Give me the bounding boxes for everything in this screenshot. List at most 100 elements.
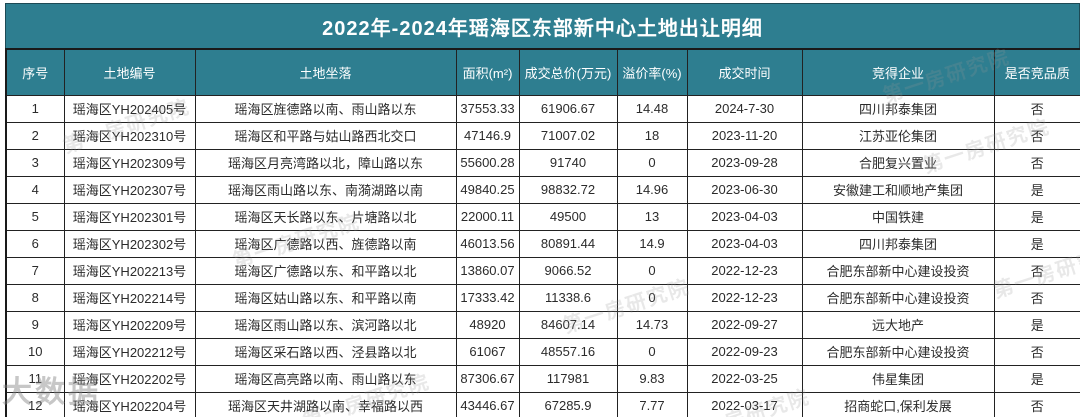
table-cell: 否 xyxy=(993,121,1080,150)
table-cell: 2023-09-28 xyxy=(686,148,803,177)
table-row: 6 瑶海区YH202302号 瑶海区广德路以西、旌德路以南 46013.56 80891… xyxy=(5,229,1080,258)
table-cell: 2023-04-03 xyxy=(686,229,803,258)
table-cell: 瑶海区广德路以西、旌德路以南 xyxy=(194,229,457,258)
table-cell: 江苏亚伦集团 xyxy=(801,121,995,150)
table-cell: 四川邦泰集团 xyxy=(801,94,995,123)
table-cell: 0 xyxy=(616,256,688,285)
table-cell: 84607.14 xyxy=(518,310,618,339)
table-cell: 瑶海区高亮路以南、雨山路以东 xyxy=(194,364,457,393)
table-cell: 4 xyxy=(5,175,65,204)
table-row: 8 瑶海区YH202214号 瑶海区姑山路以东、和平路以南 17333.42 11338… xyxy=(5,283,1080,312)
table-cell: 98832.72 xyxy=(518,175,618,204)
table-cell: 瑶海区姑山路以东、和平路以南 xyxy=(194,283,457,312)
table-cell: 瑶海区雨山路以东、南漪湖路以南 xyxy=(194,175,457,204)
table-cell: 否 xyxy=(993,283,1080,312)
table-row: 10 瑶海区YH202212号 瑶海区采石路以西、泾县路以北 61067 48557.1… xyxy=(5,337,1080,366)
table-row: 12 瑶海区YH202204号 瑶海区天井湖路以南、幸福路以西 43446.67 672… xyxy=(5,391,1080,417)
table-cell: 12 xyxy=(5,391,65,417)
table-cell: 瑶海区YH202405号 xyxy=(63,94,196,123)
land-sale-table: 序号 土地编号 土地坐落 面积(m²) 成交总价(万元) 溢价率(%) 成交时间… xyxy=(5,48,1080,417)
column-header-area: 面积(m²) xyxy=(455,48,520,96)
table-cell: 87306.67 xyxy=(455,364,520,393)
table-cell: 瑶海区YH202302号 xyxy=(63,229,196,258)
table-cell: 瑶海区YH202209号 xyxy=(63,310,196,339)
table-cell: 47146.9 xyxy=(455,121,520,150)
table-cell: 是 xyxy=(993,310,1080,339)
table-cell: 2022-09-27 xyxy=(686,310,803,339)
table-cell: 2022-09-23 xyxy=(686,337,803,366)
table-cell: 13860.07 xyxy=(455,256,520,285)
column-header-winner: 竞得企业 xyxy=(801,48,995,96)
table-row: 3 瑶海区YH202309号 瑶海区月亮湾路以北，障山路以东 55600.28 9174… xyxy=(5,148,1080,177)
table-cell: 6 xyxy=(5,229,65,258)
table-cell: 7.77 xyxy=(616,391,688,417)
table-cell: 46013.56 xyxy=(455,229,520,258)
table-cell: 9.83 xyxy=(616,364,688,393)
table-cell: 5 xyxy=(5,202,65,231)
table-cell: 11338.6 xyxy=(518,283,618,312)
table-row: 9 瑶海区YH202209号 瑶海区雨山路以东、滨河路以北 48920 84607.14… xyxy=(5,310,1080,339)
table-cell: 2 xyxy=(5,121,65,150)
table-cell: 9066.52 xyxy=(518,256,618,285)
table-cell: 瑶海区YH202212号 xyxy=(63,337,196,366)
table-cell: 14.9 xyxy=(616,229,688,258)
table-cell: 71007.02 xyxy=(518,121,618,150)
table-cell: 13 xyxy=(616,202,688,231)
table-cell: 37553.33 xyxy=(455,94,520,123)
table-cell: 瑶海区雨山路以东、滨河路以北 xyxy=(194,310,457,339)
table-cell: 0 xyxy=(616,148,688,177)
table-cell: 2023-04-03 xyxy=(686,202,803,231)
table-cell: 61067 xyxy=(455,337,520,366)
table-cell: 2024-7-30 xyxy=(686,94,803,123)
table-cell: 2022-12-23 xyxy=(686,256,803,285)
table-cell: 7 xyxy=(5,256,65,285)
column-header-premium-rate: 溢价率(%) xyxy=(616,48,688,96)
table-cell: 9 xyxy=(5,310,65,339)
table-cell: 43446.67 xyxy=(455,391,520,417)
table-cell: 是 xyxy=(993,175,1080,204)
table-cell: 14.48 xyxy=(616,94,688,123)
table-cell: 远大地产 xyxy=(801,310,995,339)
table-cell: 瑶海区YH202214号 xyxy=(63,283,196,312)
table-cell: 瑶海区和平路与姑山路西北交口 xyxy=(194,121,457,150)
table-cell: 招商蛇口,保利发展 xyxy=(801,391,995,417)
table-cell: 合肥东部新中心建设投资 xyxy=(801,283,995,312)
table-cell: 2023-06-30 xyxy=(686,175,803,204)
table-cell: 55600.28 xyxy=(455,148,520,177)
column-header-location: 土地坐落 xyxy=(194,48,457,96)
table-cell: 瑶海区YH202310号 xyxy=(63,121,196,150)
table-cell: 14.73 xyxy=(616,310,688,339)
page-title: 2022年-2024年瑶海区东部新中心土地出让明细 xyxy=(5,3,1080,48)
table-cell: 18 xyxy=(616,121,688,150)
table-cell: 11 xyxy=(5,364,65,393)
column-header-deal-date: 成交时间 xyxy=(686,48,803,96)
table-row: 4 瑶海区YH202307号 瑶海区雨山路以东、南漪湖路以南 49840.25 9883… xyxy=(5,175,1080,204)
table-header-row: 序号 土地编号 土地坐落 面积(m²) 成交总价(万元) 溢价率(%) 成交时间… xyxy=(5,48,1080,96)
table-body: 1 瑶海区YH202405号 瑶海区旌德路以南、雨山路以东 37553.33 61906… xyxy=(5,94,1080,417)
column-header-seq: 序号 xyxy=(5,48,65,96)
table-cell: 否 xyxy=(993,148,1080,177)
table-cell: 四川邦泰集团 xyxy=(801,229,995,258)
table-cell: 10 xyxy=(5,337,65,366)
table-cell: 80891.44 xyxy=(518,229,618,258)
table-row: 2 瑶海区YH202310号 瑶海区和平路与姑山路西北交口 47146.9 71007.… xyxy=(5,121,1080,150)
table-cell: 0 xyxy=(616,337,688,366)
table-cell: 是 xyxy=(993,202,1080,231)
table-cell: 瑶海区天长路以东、片塘路以北 xyxy=(194,202,457,231)
table-cell: 2022-12-23 xyxy=(686,283,803,312)
table-cell: 是 xyxy=(993,229,1080,258)
table-cell: 安徽建工和顺地产集团 xyxy=(801,175,995,204)
table-cell: 瑶海区采石路以西、泾县路以北 xyxy=(194,337,457,366)
table-cell: 48920 xyxy=(455,310,520,339)
table-cell: 瑶海区天井湖路以南、幸福路以西 xyxy=(194,391,457,417)
table-cell: 合肥东部新中心建设投资 xyxy=(801,256,995,285)
table-row: 7 瑶海区YH202213号 瑶海区广德路以东、和平路以北 13860.07 9066.… xyxy=(5,256,1080,285)
table-row: 11 瑶海区YH202202号 瑶海区高亮路以南、雨山路以东 87306.67 1179… xyxy=(5,364,1080,393)
table-cell: 2023-11-20 xyxy=(686,121,803,150)
table-cell: 2022-03-17 xyxy=(686,391,803,417)
table-cell: 17333.42 xyxy=(455,283,520,312)
table-cell: 瑶海区YH202309号 xyxy=(63,148,196,177)
table-row: 1 瑶海区YH202405号 瑶海区旌德路以南、雨山路以东 37553.33 61906… xyxy=(5,94,1080,123)
table-cell: 否 xyxy=(993,337,1080,366)
